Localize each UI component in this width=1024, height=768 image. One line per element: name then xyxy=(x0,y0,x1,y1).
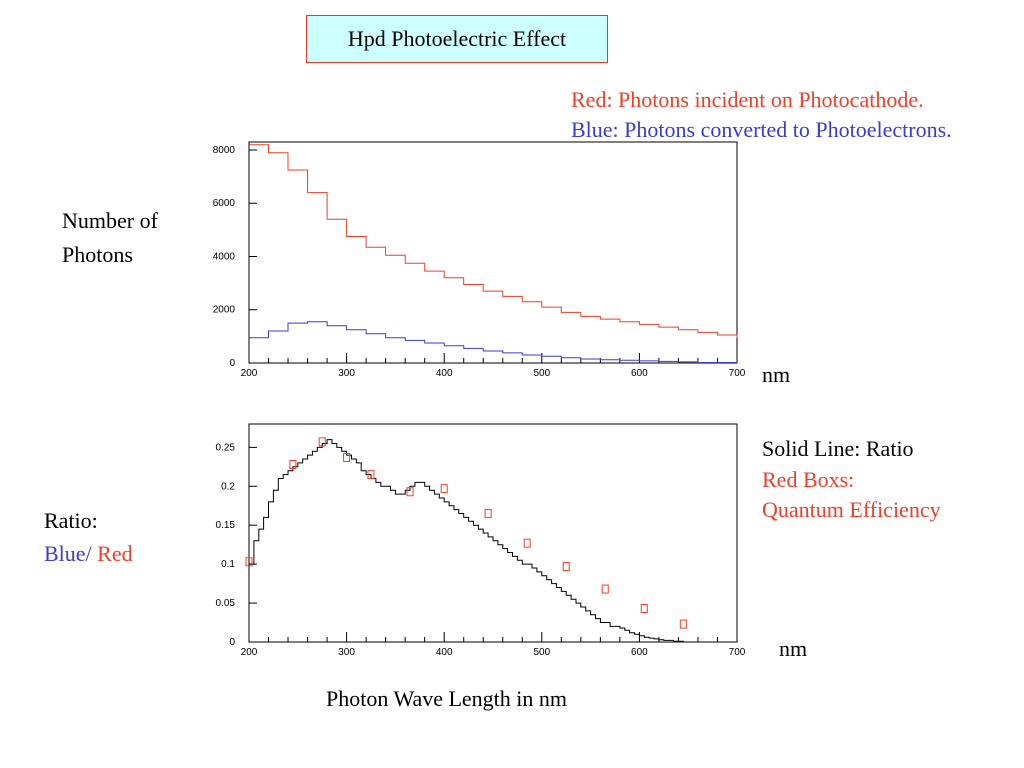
bottom-qe-box xyxy=(679,619,687,629)
top-y-tick-label: 0 xyxy=(229,358,235,369)
bottom-qe-box xyxy=(245,557,253,567)
bottom-qe-box xyxy=(440,484,448,494)
bottom-legend-line3: Quantum Efficiency xyxy=(762,497,941,522)
top-frame xyxy=(248,141,738,364)
top-ylabel-line1: Number of xyxy=(62,208,158,233)
bottom-y-tick-label: 0.05 xyxy=(216,598,236,609)
bottom-qe-box xyxy=(289,459,297,469)
bottom-legend-line2: Red Boxs: xyxy=(762,467,855,492)
bottom-y-tick-label: 0 xyxy=(229,637,235,648)
bottom-x-tick-label: 400 xyxy=(436,647,453,658)
top-y-tick-label: 8000 xyxy=(213,145,236,156)
top-series-blue xyxy=(249,321,737,363)
legend-red-entry: Red: Photons incident on Photocathode. xyxy=(571,87,924,112)
bottom-legend-line1: Solid Line: Ratio xyxy=(762,436,914,461)
bottom-y-tick-label: 0.15 xyxy=(216,520,236,531)
bottom-ylabel-red: Red xyxy=(97,541,133,566)
bottom-qe-box xyxy=(523,538,531,548)
x-axis-label: Photon Wave Length in nm xyxy=(326,686,568,711)
legend-blue-entry: Blue: Photons converted to Photoelectron… xyxy=(571,117,952,142)
bottom-y-tick-label: 0.2 xyxy=(221,481,235,492)
bottom-qe-box xyxy=(343,452,351,462)
top-x-tick-label: 300 xyxy=(338,368,355,379)
bottom-qe-box xyxy=(484,509,492,519)
bottom-ylabel-line1: Ratio: xyxy=(44,508,98,533)
top-x-tick-label: 700 xyxy=(729,368,746,379)
top-x-tick-label: 500 xyxy=(533,368,550,379)
bottom-qe-box xyxy=(562,561,570,571)
chart-title: Hpd Photoelectric Effect xyxy=(306,15,608,63)
bottom-qe-box xyxy=(318,437,326,447)
bottom-x-tick-label: 200 xyxy=(241,647,258,658)
bottom-ylabel-blue: Blue/ xyxy=(44,541,92,566)
top-y-tick-label: 2000 xyxy=(213,305,236,316)
bottom-x-tick-label: 500 xyxy=(533,647,550,658)
bottom-qe-box xyxy=(640,604,648,614)
bottom-y-tick-label: 0.25 xyxy=(216,442,236,453)
top-x-tick-label: 400 xyxy=(436,368,453,379)
bottom-qe-box xyxy=(406,487,414,497)
bottom-x-tick-label: 600 xyxy=(631,647,648,658)
bottom-series-black xyxy=(249,439,737,643)
top-x-tick-label: 600 xyxy=(631,368,648,379)
top-x-tick-label: 200 xyxy=(241,368,258,379)
top-xunit: nm xyxy=(762,362,791,387)
top-y-tick-label: 6000 xyxy=(213,198,236,209)
bottom-xunit: nm xyxy=(779,636,808,661)
bottom-x-tick-label: 300 xyxy=(338,647,355,658)
top-series-red xyxy=(249,144,738,338)
bottom-qe-box xyxy=(367,470,375,480)
bottom-frame xyxy=(248,423,738,643)
bottom-y-tick-label: 0.1 xyxy=(221,559,235,570)
bottom-qe-box xyxy=(601,584,609,594)
bottom-x-tick-label: 700 xyxy=(729,647,746,658)
top-ylabel-line2: Photons xyxy=(62,242,133,267)
top-y-tick-label: 4000 xyxy=(213,251,236,262)
bottom-ylabel-line2: Blue/ Red xyxy=(44,541,133,567)
